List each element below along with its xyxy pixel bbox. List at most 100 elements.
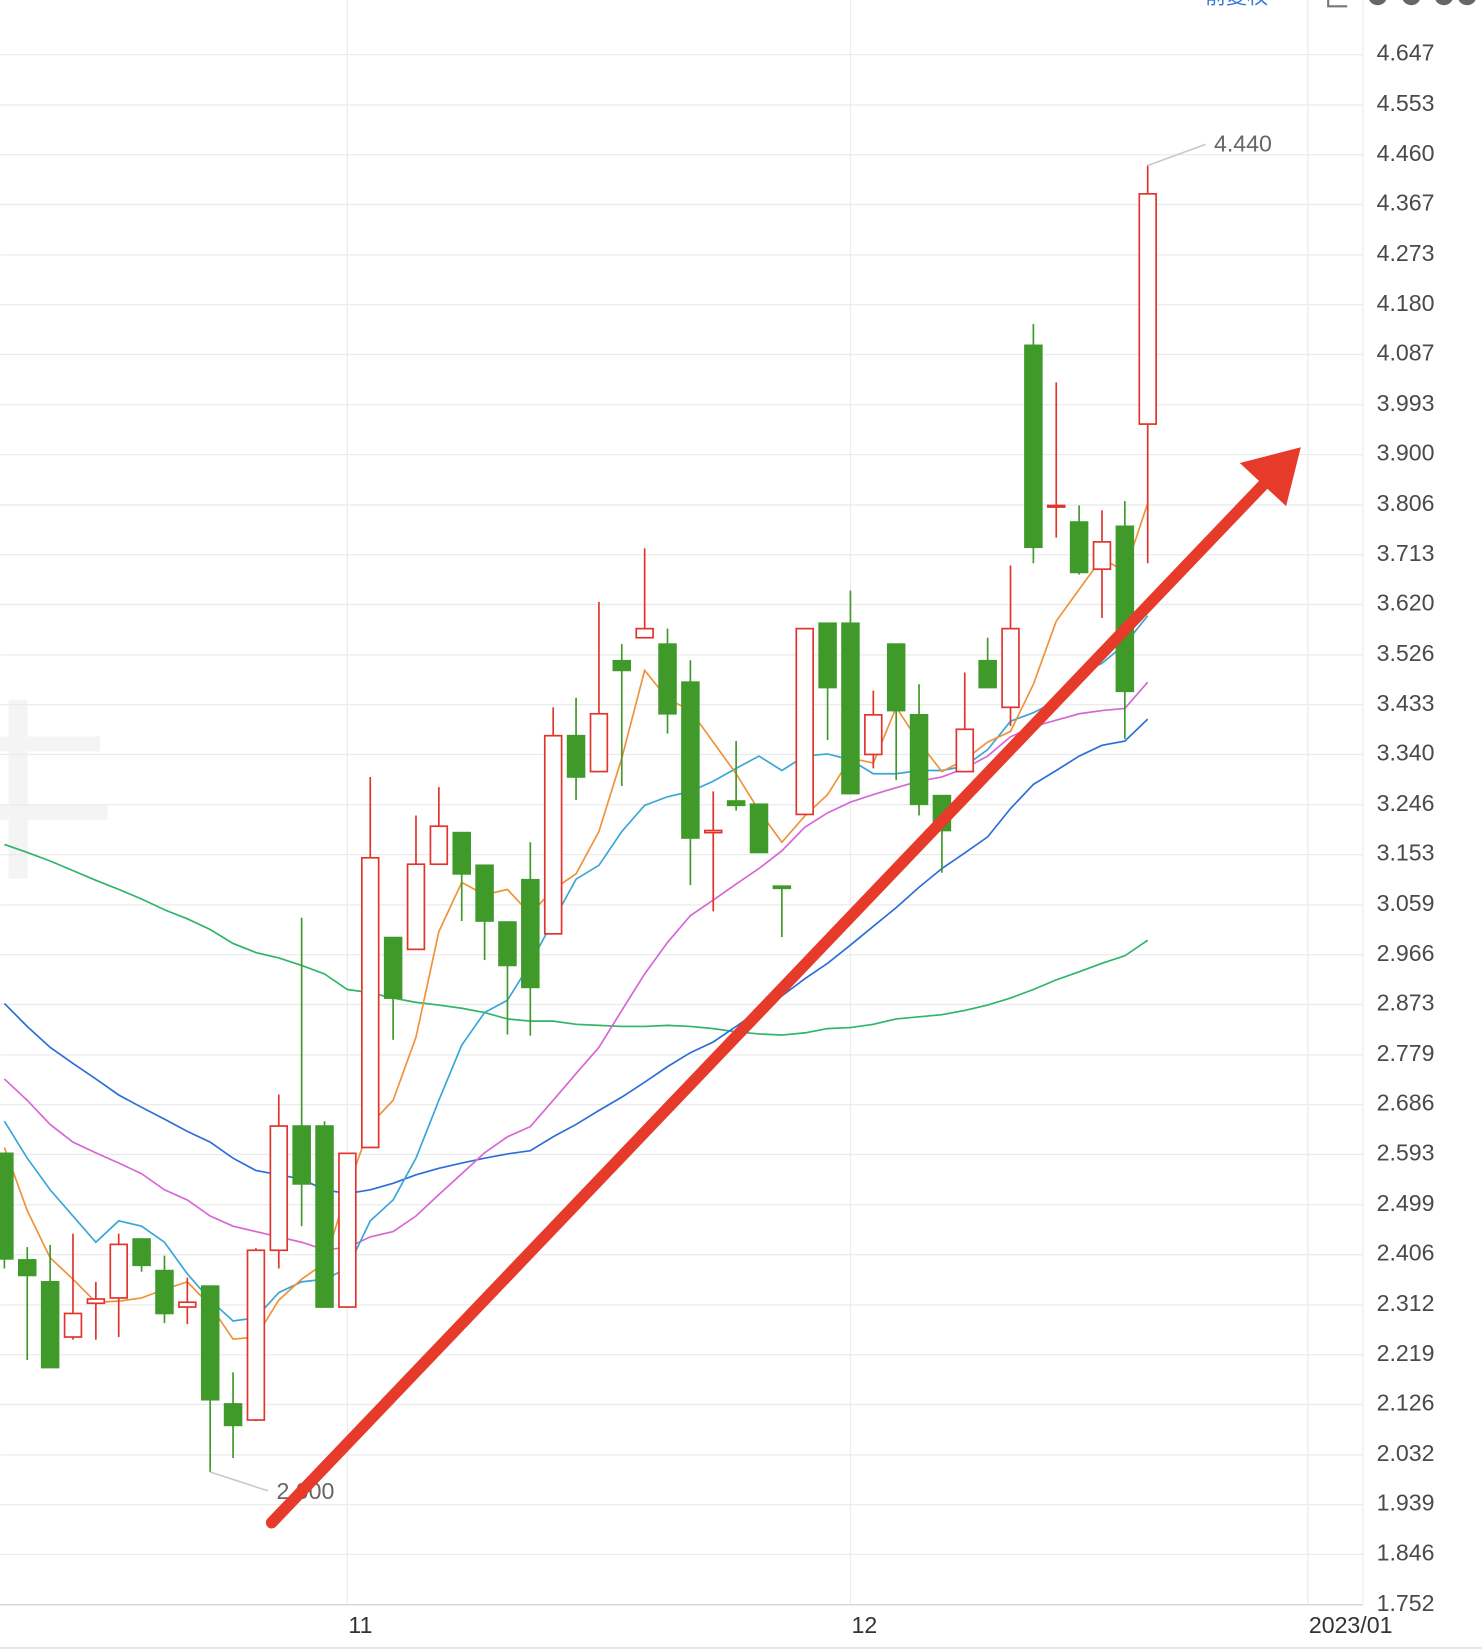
arrow-head	[1239, 447, 1301, 507]
y-tick-label: 4.273	[1377, 240, 1435, 266]
y-tick-label: 4.647	[1377, 40, 1435, 66]
y-tick-label: 2.312	[1377, 1290, 1435, 1316]
candle-body	[360, 856, 380, 1149]
y-tick-label: 3.246	[1377, 790, 1435, 816]
candle-body	[383, 936, 403, 999]
candle-body	[909, 713, 929, 806]
tool-icon[interactable]	[1434, 0, 1453, 6]
candle-body	[223, 1403, 243, 1427]
low-leader	[209, 1471, 269, 1492]
arrow-shaft	[265, 479, 1269, 1529]
y-tick-label: 1.939	[1377, 1490, 1435, 1516]
y-tick-label: 2.499	[1377, 1190, 1435, 1216]
candle-body	[155, 1269, 174, 1315]
candle-body	[292, 1125, 311, 1185]
candle-body	[1069, 521, 1089, 574]
candle-body	[841, 622, 860, 795]
moving-averages	[3, 503, 1149, 1341]
candle-body	[269, 1125, 289, 1252]
candle-body	[246, 1249, 266, 1421]
candle-body	[109, 1243, 128, 1299]
y-tick-label: 2.219	[1377, 1340, 1435, 1366]
candle-body	[543, 734, 563, 935]
candle-body	[726, 800, 746, 807]
candle-body	[40, 1281, 60, 1369]
candle-body	[955, 728, 975, 773]
candle-body	[475, 864, 494, 922]
y-tick-label: 3.900	[1377, 440, 1435, 466]
candle-body	[1046, 504, 1066, 508]
candle-body	[772, 885, 792, 890]
candle-body	[978, 659, 997, 689]
watermark	[0, 699, 108, 879]
y-tick-label: 2.032	[1377, 1440, 1435, 1466]
candle-body	[703, 829, 723, 834]
y-tick-label: 3.526	[1377, 640, 1435, 666]
candle-body	[178, 1301, 197, 1308]
candles	[0, 165, 1157, 1472]
high-leader	[1147, 143, 1206, 167]
candle-body	[63, 1312, 83, 1338]
candle-body	[1001, 627, 1020, 709]
y-tick-label: 3.713	[1377, 540, 1435, 566]
grid	[0, 0, 1363, 1606]
y-tick-label: 4.367	[1377, 190, 1435, 216]
candle-body	[338, 1152, 357, 1308]
y-tick-label: 3.620	[1377, 590, 1435, 616]
candle-body	[1092, 541, 1112, 571]
tool-icon[interactable]	[1402, 0, 1421, 6]
candle-body	[0, 1152, 14, 1260]
ma-line	[3, 503, 1149, 1341]
candle-body	[200, 1285, 220, 1401]
tool-icon[interactable]	[1458, 0, 1477, 6]
y-tick-label: 2.406	[1377, 1240, 1435, 1266]
trend-arrow	[265, 447, 1301, 1529]
y-tick-label: 2.873	[1377, 990, 1435, 1016]
x-tick-label: 11	[348, 1612, 372, 1638]
candle-body	[406, 863, 426, 951]
candle-body	[132, 1238, 151, 1267]
candle-body	[1024, 344, 1043, 549]
y-tick-label: 2.966	[1377, 940, 1435, 966]
candle-body	[1138, 192, 1157, 425]
candle-body	[566, 734, 586, 778]
candle-body	[681, 681, 700, 839]
candle-body	[429, 825, 449, 866]
y-tick-label: 3.059	[1377, 890, 1435, 916]
y-tick-label: 2.779	[1377, 1040, 1435, 1066]
ma-line	[3, 718, 1149, 1195]
y-tick-label: 4.087	[1377, 340, 1435, 366]
y-tick-label: 3.433	[1377, 690, 1435, 716]
y-tick-label: 4.180	[1377, 290, 1435, 316]
x-tick-label: 2023/01	[1309, 1612, 1393, 1638]
high-label: 4.440	[1214, 131, 1272, 157]
candle-body	[818, 622, 837, 689]
candle-body	[658, 643, 677, 715]
tool-icon[interactable]	[1327, 0, 1348, 8]
candle-body	[886, 643, 906, 712]
y-tick-label: 4.460	[1377, 140, 1435, 166]
y-tick-label: 3.340	[1377, 740, 1435, 766]
candle-body	[452, 831, 471, 875]
y-tick-label: 2.126	[1377, 1390, 1435, 1416]
candle-body	[795, 627, 814, 816]
candle-body	[17, 1259, 37, 1277]
x-tick-label: 12	[852, 1612, 878, 1638]
candle-body	[589, 712, 609, 773]
annotations: 4.4402.000	[209, 131, 1272, 1504]
tool-icon[interactable]	[1368, 0, 1387, 6]
y-tick-label: 3.993	[1377, 390, 1435, 416]
y-tick-label: 2.686	[1377, 1090, 1435, 1116]
ma-line	[4, 843, 1149, 1036]
candle-body	[864, 713, 883, 756]
candle-body	[749, 803, 769, 854]
toolbar: 前复权	[1205, 0, 1476, 8]
y-tick-label: 1.752	[1377, 1590, 1435, 1616]
adjust-button[interactable]: 前复权	[1205, 0, 1268, 8]
y-tick-label: 2.593	[1377, 1140, 1435, 1166]
y-tick-label: 3.153	[1377, 840, 1435, 866]
y-tick-label: 4.553	[1377, 90, 1435, 116]
